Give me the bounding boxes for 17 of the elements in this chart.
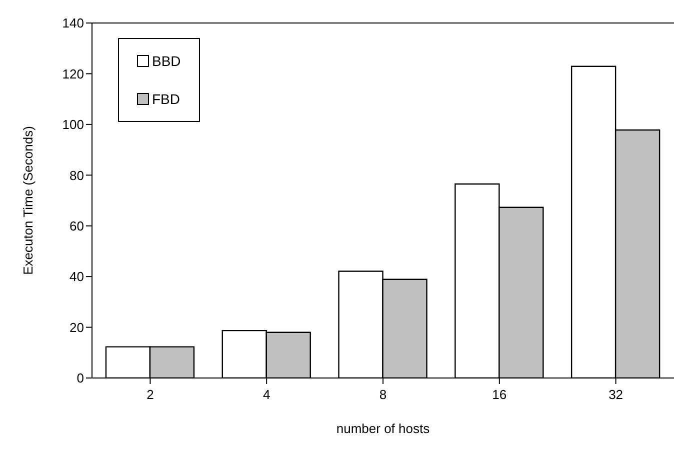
y-tick-label: 40 <box>70 269 84 284</box>
y-tick-label: 60 <box>70 218 84 234</box>
x-tick-label: 2 <box>146 387 154 402</box>
y-axis-title: Executon Time (Seconds) <box>20 126 36 275</box>
y-tick-label: 20 <box>70 320 84 335</box>
y-tick-label: 80 <box>70 168 84 183</box>
legend-label: FBD <box>152 91 180 107</box>
x-tick-label: 16 <box>492 387 507 402</box>
y-tick-label: 0 <box>76 370 84 386</box>
y-tick-label: 140 <box>62 16 84 31</box>
y-tick-label: 120 <box>62 66 84 82</box>
legend-label: BBD <box>152 53 181 69</box>
x-tick-label: 32 <box>608 387 624 402</box>
x-tick-label: 8 <box>379 387 387 402</box>
x-tick-label: 4 <box>262 387 270 402</box>
x-axis-title: number of hosts <box>336 421 430 436</box>
y-tick-label: 100 <box>62 117 84 132</box>
